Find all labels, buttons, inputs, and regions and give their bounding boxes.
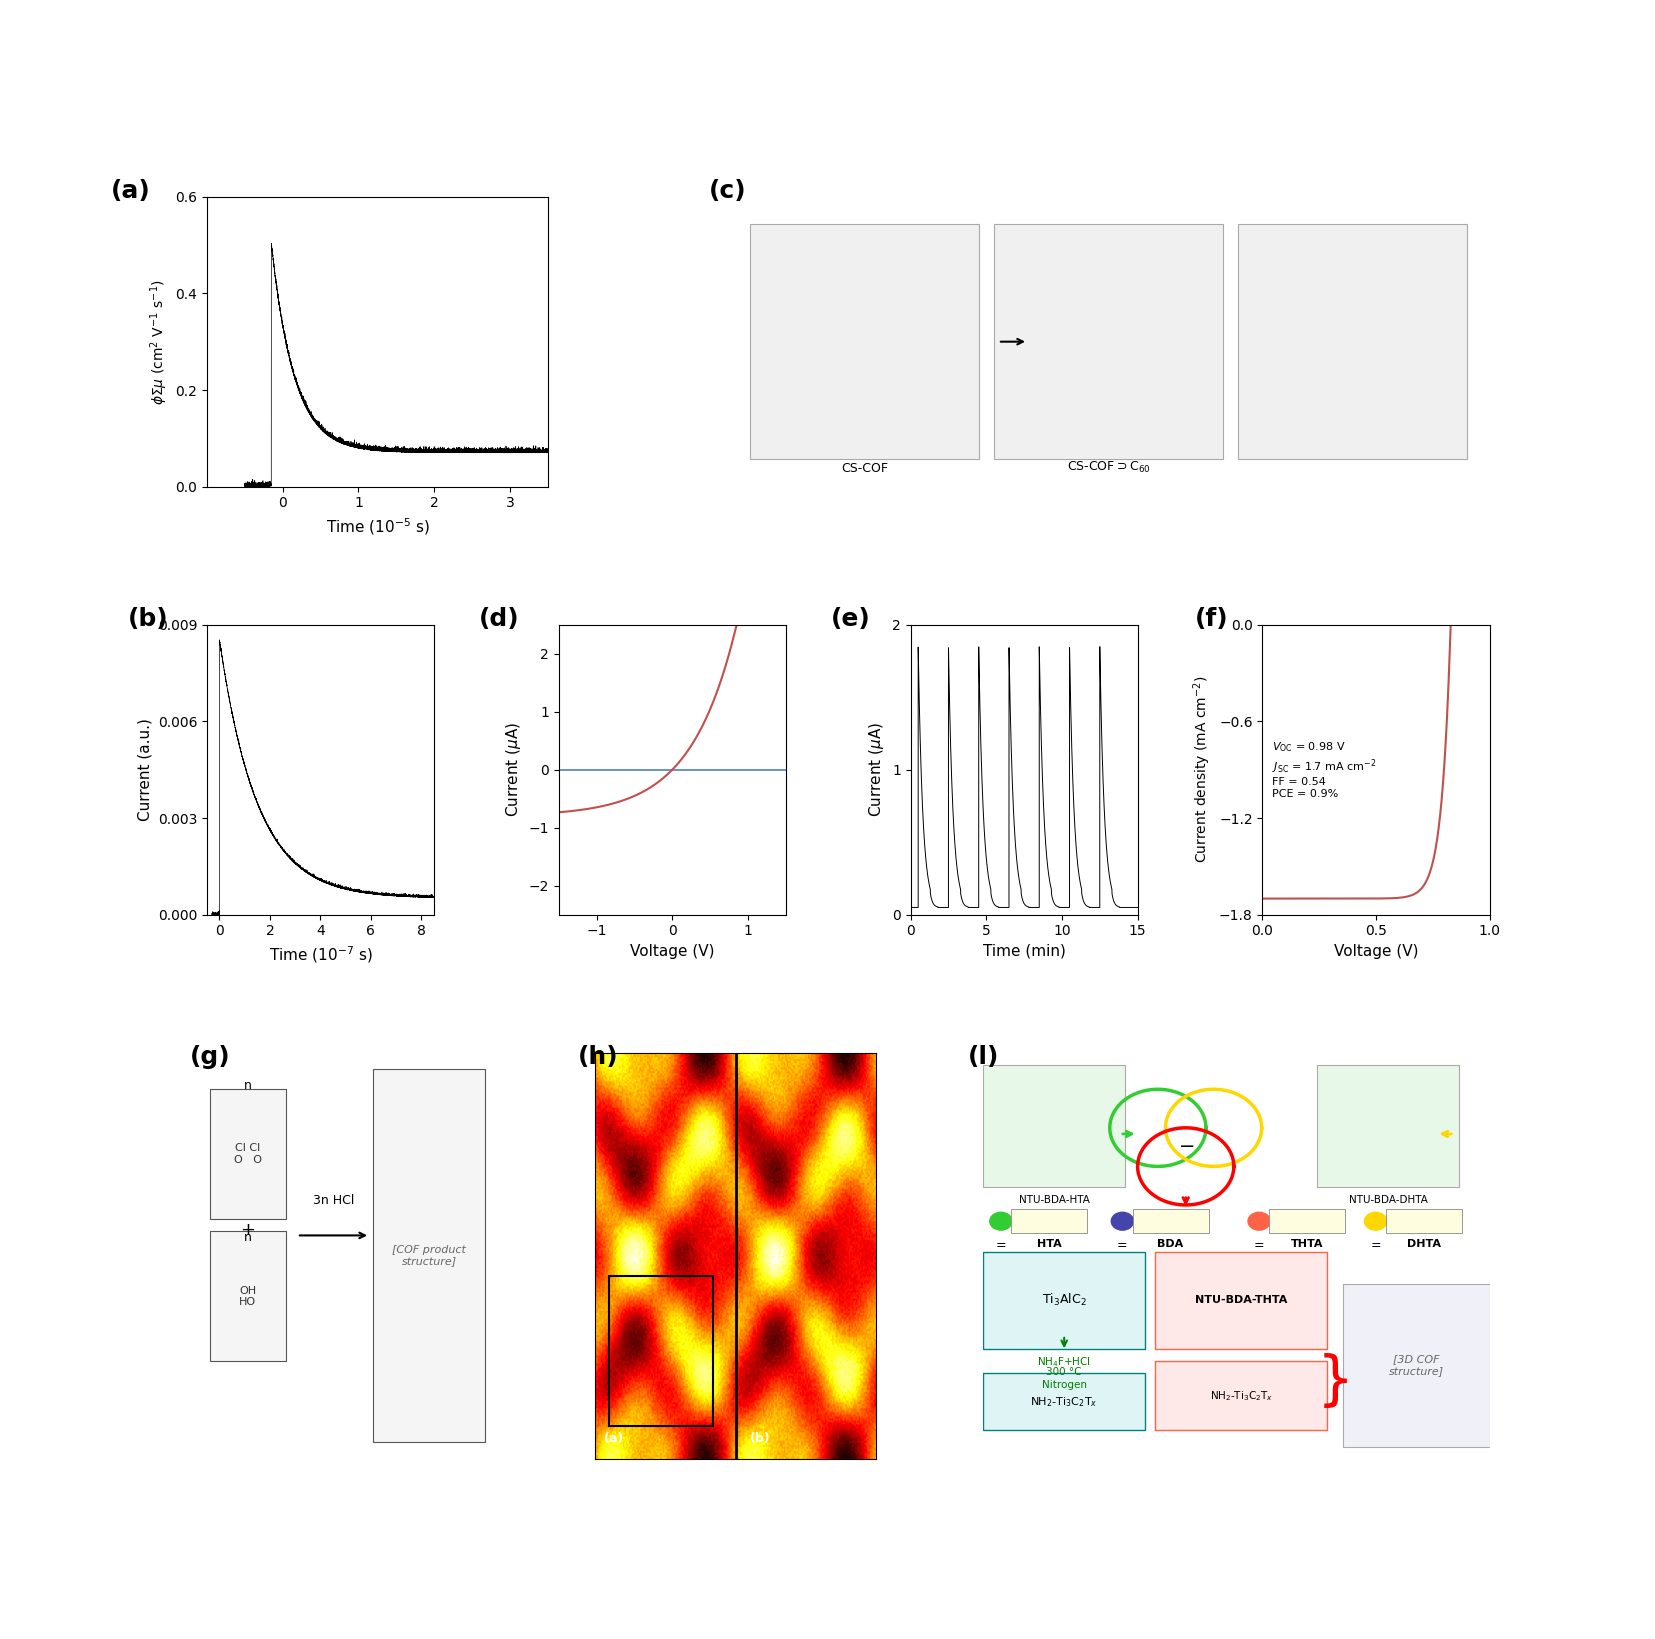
Text: $-$: $-$ [1178, 1134, 1193, 1154]
FancyBboxPatch shape [995, 225, 1223, 459]
FancyBboxPatch shape [1269, 1210, 1346, 1234]
Text: =: = [996, 1239, 1006, 1252]
Text: DHTA: DHTA [1407, 1239, 1442, 1249]
Text: (a): (a) [604, 1432, 624, 1446]
FancyBboxPatch shape [983, 1252, 1145, 1349]
FancyBboxPatch shape [983, 1065, 1125, 1187]
Text: Nitrogen: Nitrogen [1041, 1380, 1087, 1390]
FancyBboxPatch shape [1385, 1210, 1461, 1234]
Text: CS-COF: CS-COF [842, 462, 889, 475]
X-axis label: Time (min): Time (min) [983, 944, 1066, 959]
Text: NH$_2$-Ti$_3$C$_2$T$_x$: NH$_2$-Ti$_3$C$_2$T$_x$ [1031, 1395, 1097, 1410]
Text: (f): (f) [1195, 608, 1228, 631]
FancyBboxPatch shape [983, 1373, 1145, 1431]
Circle shape [1364, 1213, 1387, 1231]
FancyBboxPatch shape [1011, 1210, 1087, 1234]
Text: NH$_2$-Ti$_3$C$_2$T$_x$: NH$_2$-Ti$_3$C$_2$T$_x$ [1210, 1388, 1273, 1403]
Text: (a): (a) [111, 179, 151, 203]
Text: OH
HO: OH HO [238, 1285, 257, 1308]
FancyBboxPatch shape [210, 1090, 286, 1219]
Circle shape [1111, 1213, 1134, 1231]
Text: =: = [1254, 1239, 1264, 1252]
X-axis label: Voltage (V): Voltage (V) [631, 944, 715, 959]
Text: }: } [1316, 1354, 1354, 1410]
Text: (l): (l) [968, 1044, 1000, 1069]
X-axis label: Voltage (V): Voltage (V) [1334, 944, 1418, 959]
Text: +: + [240, 1221, 255, 1239]
FancyBboxPatch shape [1342, 1283, 1490, 1447]
Text: [3D COF
structure]: [3D COF structure] [1389, 1354, 1443, 1377]
Text: (c): (c) [708, 179, 746, 203]
Text: =: = [1370, 1239, 1380, 1252]
Text: NTU-BDA-HTA: NTU-BDA-HTA [1018, 1195, 1089, 1205]
FancyBboxPatch shape [1132, 1210, 1208, 1234]
Text: NTU-BDA-THTA: NTU-BDA-THTA [1195, 1295, 1288, 1305]
Circle shape [990, 1213, 1013, 1231]
FancyBboxPatch shape [372, 1069, 485, 1442]
Text: HTA: HTA [1036, 1239, 1061, 1249]
Y-axis label: Current ($\mu$A): Current ($\mu$A) [867, 723, 887, 818]
Text: Ti$_3$AlC$_2$: Ti$_3$AlC$_2$ [1043, 1292, 1087, 1308]
Text: NTU-BDA-DHTA: NTU-BDA-DHTA [1349, 1195, 1428, 1205]
FancyBboxPatch shape [210, 1231, 286, 1362]
Y-axis label: $\phi\Sigma\mu$ (cm$^2$ V$^{-1}$ s$^{-1}$): $\phi\Sigma\mu$ (cm$^2$ V$^{-1}$ s$^{-1}… [147, 279, 169, 405]
Text: NH$_4$F+HCl: NH$_4$F+HCl [1038, 1355, 1091, 1369]
Text: THTA: THTA [1291, 1239, 1324, 1249]
FancyBboxPatch shape [1238, 225, 1466, 459]
Text: BDA: BDA [1157, 1239, 1183, 1249]
Y-axis label: Current (a.u.): Current (a.u.) [137, 718, 152, 821]
Circle shape [1248, 1213, 1271, 1231]
FancyBboxPatch shape [1155, 1252, 1327, 1349]
Text: (b): (b) [127, 608, 169, 631]
Text: (b): (b) [750, 1432, 770, 1446]
Y-axis label: Current ($\mu$A): Current ($\mu$A) [505, 723, 523, 818]
Text: 3n HCl: 3n HCl [313, 1193, 354, 1206]
Text: n: n [243, 1231, 252, 1244]
Text: CS-COF$\supset$C$_{60}$: CS-COF$\supset$C$_{60}$ [1067, 461, 1150, 475]
Text: Cl Cl
O   O: Cl Cl O O [233, 1144, 261, 1165]
Text: (d): (d) [480, 608, 520, 631]
Text: n: n [243, 1078, 252, 1092]
FancyBboxPatch shape [1317, 1065, 1460, 1187]
Text: (e): (e) [831, 608, 871, 631]
FancyBboxPatch shape [1155, 1362, 1327, 1431]
Text: =: = [1117, 1239, 1127, 1252]
Text: (g): (g) [190, 1044, 230, 1069]
FancyBboxPatch shape [750, 225, 980, 459]
Text: [COF product
structure]: [COF product structure] [392, 1246, 467, 1267]
Y-axis label: Current density (mA cm$^{-2}$): Current density (mA cm$^{-2}$) [1192, 675, 1213, 864]
Text: $V_{\rm OC}$ = 0.98 V
$J_{\rm SC}$ = 1.7 mA cm$^{-2}$
FF = 0.54
PCE = 0.9%: $V_{\rm OC}$ = 0.98 V $J_{\rm SC}$ = 1.7… [1271, 741, 1375, 798]
Text: 300 °C: 300 °C [1046, 1367, 1082, 1377]
X-axis label: Time ($10^{-5}$ s): Time ($10^{-5}$ s) [326, 516, 429, 536]
Text: (h): (h) [578, 1044, 619, 1069]
X-axis label: Time ($10^{-7}$ s): Time ($10^{-7}$ s) [268, 944, 372, 965]
